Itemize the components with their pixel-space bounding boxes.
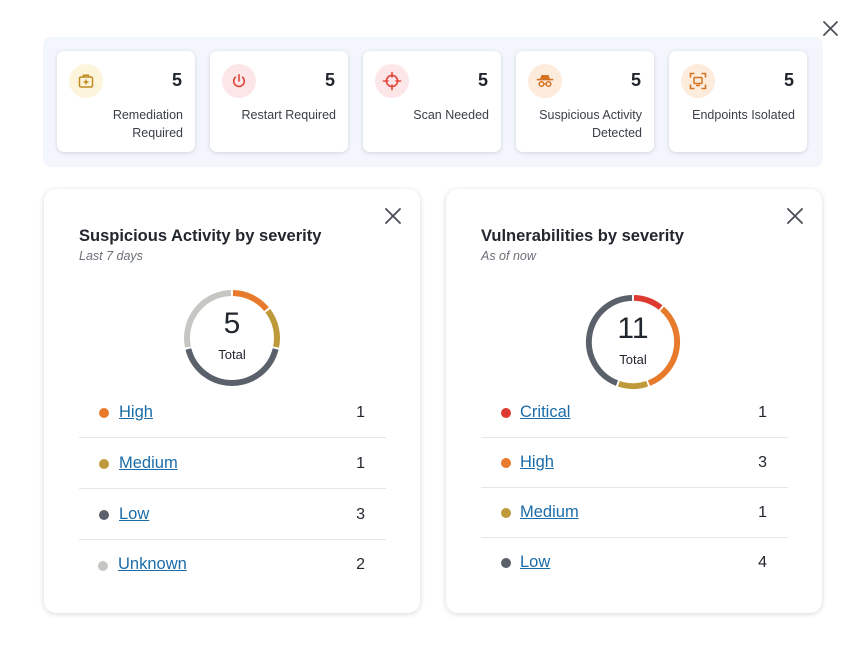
status-tiles: 5 Remediation Required 5 Restart Require… — [43, 37, 823, 167]
isolate-frame-icon — [681, 64, 715, 98]
severity-link-unknown[interactable]: Unknown — [118, 555, 187, 573]
severity-list: High 1 Medium 1 Low 3 Unknown 2 — [79, 388, 386, 588]
donut-segment-low — [185, 348, 279, 386]
severity-dot — [501, 458, 511, 468]
spy-icon — [528, 64, 562, 98]
severity-count: 3 — [356, 506, 365, 523]
crosshair-icon — [375, 64, 409, 98]
donut-total-label: Total — [619, 352, 647, 367]
tile-suspicious-activity-detected[interactable]: 5 Suspicious Activity Detected — [516, 51, 654, 152]
tile-endpoints-isolated[interactable]: 5 Endpoints Isolated — [669, 51, 807, 152]
tile-restart-required[interactable]: 5 Restart Required — [210, 51, 348, 152]
donut-segment-low — [585, 294, 633, 386]
severity-count: 4 — [758, 554, 767, 571]
donut-total-label: Total — [218, 347, 246, 362]
donut-segment-high — [647, 306, 681, 386]
list-item: High 3 — [481, 438, 788, 488]
tile-label: Endpoints Isolated — [692, 108, 795, 122]
severity-link-medium[interactable]: Medium — [119, 454, 178, 472]
severity-link-high[interactable]: High — [119, 403, 153, 421]
close-icon[interactable] — [384, 207, 402, 225]
severity-link-low[interactable]: Low — [520, 553, 551, 571]
card-subtitle: As of now — [481, 249, 536, 263]
donut-segment-medium — [265, 308, 280, 348]
severity-donut-chart: 11 Total — [583, 292, 683, 392]
card-title: Vulnerabilities by severity — [481, 227, 684, 245]
donut-segment-critical — [633, 294, 663, 310]
tile-count: 5 — [630, 70, 641, 90]
severity-count: 1 — [758, 504, 767, 521]
vulnerabilities-card: Vulnerabilities by severity As of now 11… — [446, 189, 822, 613]
first-aid-kit-icon — [69, 64, 103, 98]
suspicious-activity-card: Suspicious Activity by severity Last 7 d… — [44, 189, 420, 613]
severity-count: 2 — [356, 556, 365, 573]
tile-count: 5 — [477, 70, 488, 90]
tile-label: Restart Required — [241, 108, 337, 122]
severity-link-medium[interactable]: Medium — [520, 503, 579, 521]
severity-count: 1 — [356, 455, 365, 472]
severity-dot — [99, 459, 109, 469]
donut-svg — [585, 294, 681, 390]
severity-donut-chart: 5 Total — [181, 287, 283, 389]
severity-count: 3 — [758, 454, 767, 471]
severity-dot — [501, 508, 511, 518]
donut-total-value: 11 — [617, 312, 649, 345]
severity-count: 1 — [356, 404, 365, 421]
card-title: Suspicious Activity by severity — [79, 227, 322, 245]
severity-dot — [501, 558, 511, 568]
list-item: Unknown 2 — [79, 540, 386, 588]
donut-segment-medium — [617, 380, 649, 390]
severity-link-low[interactable]: Low — [119, 505, 150, 523]
tile-scan-needed[interactable]: 5 Scan Needed — [363, 51, 501, 152]
donut-segment-unknown — [184, 290, 232, 348]
card-subtitle: Last 7 days — [79, 249, 143, 263]
donut-total-value: 5 — [223, 307, 241, 340]
donut-segment-high — [232, 290, 269, 312]
list-item: Medium 1 — [79, 438, 386, 489]
list-item: Medium 1 — [481, 488, 788, 538]
severity-link-high[interactable]: High — [520, 453, 554, 471]
tile-label: Suspicious Activity Detected — [539, 108, 642, 140]
tile-count: 5 — [324, 70, 335, 90]
tile-count: 5 — [783, 70, 794, 90]
severity-link-critical[interactable]: Critical — [520, 403, 571, 421]
list-item: Low 4 — [481, 538, 788, 587]
close-icon[interactable] — [786, 207, 804, 225]
list-item: Critical 1 — [481, 388, 788, 438]
tile-remediation-required[interactable]: 5 Remediation Required — [57, 51, 195, 152]
power-icon — [222, 64, 256, 98]
severity-list: Critical 1 High 3 Medium 1 Low 4 — [481, 388, 788, 587]
severity-dot — [99, 510, 109, 520]
tile-label: Scan Needed — [413, 108, 489, 122]
close-icon[interactable] — [822, 20, 839, 37]
list-item: High 1 — [79, 388, 386, 438]
severity-dot — [501, 408, 511, 418]
donut-svg — [184, 290, 280, 386]
severity-dot — [99, 408, 109, 418]
tile-count: 5 — [171, 70, 182, 90]
tile-label: Remediation Required — [112, 108, 183, 140]
severity-count: 1 — [758, 404, 767, 421]
list-item: Low 3 — [79, 489, 386, 540]
severity-dot — [98, 561, 108, 571]
